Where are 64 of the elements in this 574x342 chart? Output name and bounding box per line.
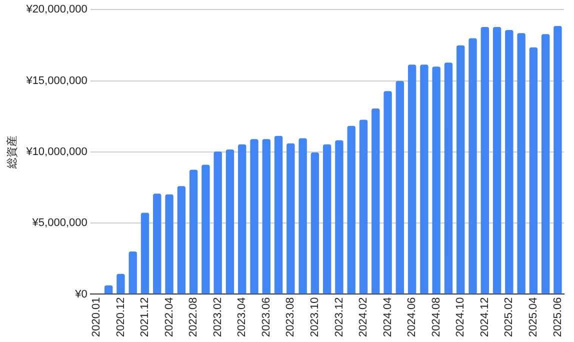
x-tick-label: 2024.02 [358, 297, 370, 338]
bar [262, 139, 270, 294]
bar [492, 26, 502, 294]
x-tick-label: 2023.08 [284, 297, 297, 338]
y-tick-label: ¥20,000,000 [25, 4, 88, 16]
bar [214, 151, 222, 294]
x-tick-label: 2023.10 [308, 297, 321, 338]
x-tick-label: 2023.04 [236, 297, 248, 338]
bar [456, 45, 465, 294]
bar [202, 164, 210, 294]
bar [420, 64, 428, 294]
y-tick-label: ¥0 [74, 288, 88, 300]
bar [250, 139, 258, 294]
x-tick-label: 2021.12 [139, 297, 152, 338]
bar [153, 194, 162, 294]
bar [372, 108, 380, 294]
bar [189, 170, 198, 294]
bar [322, 144, 332, 294]
bar [140, 212, 150, 294]
x-tick-label: 2025.02 [503, 297, 516, 338]
bar [310, 152, 320, 294]
bar [359, 120, 368, 294]
x-tick-label: 2020.12 [114, 297, 127, 338]
x-tick-label: 2024.06 [406, 297, 418, 338]
x-tick-label: 2020.01 [90, 297, 102, 338]
bar [165, 194, 174, 294]
bar [335, 140, 344, 294]
bar [238, 144, 246, 294]
bar [116, 274, 125, 294]
bar [554, 26, 562, 294]
x-tick-label: 2022.04 [163, 297, 176, 338]
y-tick-label: ¥15,000,000 [25, 74, 88, 87]
bar [529, 47, 538, 294]
bar [517, 33, 526, 294]
x-tick-label: 2023.02 [212, 297, 224, 338]
x-tick-label: 2024.12 [478, 297, 491, 338]
bar [128, 252, 137, 294]
bar [286, 143, 295, 294]
x-tick-label: 2025.06 [552, 297, 564, 338]
bar [468, 38, 477, 294]
x-tick-label: 2024.08 [430, 297, 442, 338]
bar [177, 186, 186, 294]
y-tick-label: ¥10,000,000 [25, 146, 88, 158]
bar [432, 66, 440, 294]
bar [444, 62, 453, 294]
bar [226, 150, 234, 294]
x-tick-label: 2023.12 [333, 297, 346, 338]
bar [408, 64, 416, 294]
bar [384, 91, 392, 294]
x-tick-label: 2025.04 [527, 297, 540, 338]
x-tick-label: 2022.08 [188, 297, 200, 338]
bar [347, 126, 356, 294]
bar [104, 285, 113, 294]
bar [396, 81, 404, 294]
x-tick-label: 2024.04 [382, 297, 394, 338]
bar [480, 26, 489, 294]
y-axis-title: 総資産 [5, 135, 18, 170]
x-tick-label: 2024.10 [454, 297, 467, 338]
x-tick-label: 2023.06 [260, 297, 272, 338]
y-tick-label: ¥5,000,000 [31, 217, 88, 230]
bar [298, 138, 307, 294]
bar [274, 136, 283, 294]
bar [541, 34, 550, 294]
bar [505, 30, 514, 294]
